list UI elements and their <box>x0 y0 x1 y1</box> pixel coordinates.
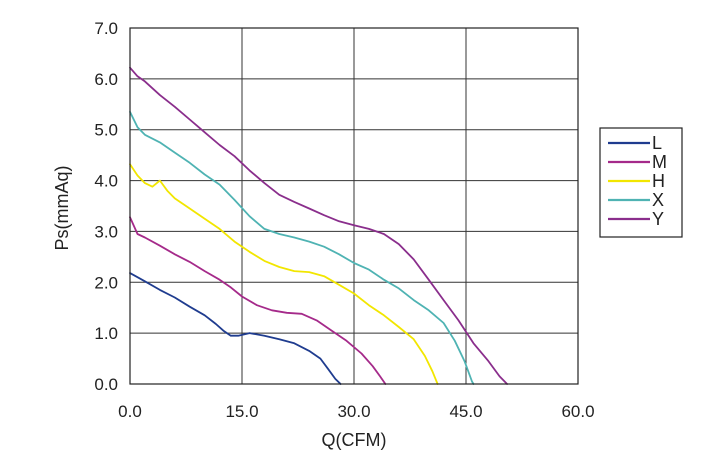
x-tick-label: 30.0 <box>337 402 370 421</box>
series-line-h <box>129 163 439 385</box>
series-lines <box>129 66 508 385</box>
legend-box <box>599 127 683 238</box>
legend-label: M <box>652 152 667 172</box>
legend-label: Y <box>652 209 664 229</box>
y-axis-title: Ps(mmAq) <box>52 166 72 251</box>
series-line-x <box>129 111 475 385</box>
y-tick-label: 6.0 <box>94 70 118 89</box>
y-tick-label: 4.0 <box>94 172 118 191</box>
x-tick-label: 0.0 <box>118 402 142 421</box>
x-tick-label: 15.0 <box>225 402 258 421</box>
legend-label: L <box>652 133 662 153</box>
x-tick-label: 45.0 <box>449 402 482 421</box>
x-tick-labels: 0.0 15.0 30.0 45.0 60.0 <box>118 402 594 421</box>
y-tick-label: 0.0 <box>94 375 118 394</box>
x-tick-label: 60.0 <box>561 402 594 421</box>
legend-label: X <box>652 190 664 210</box>
y-tick-label: 3.0 <box>94 222 118 241</box>
y-tick-label: 5.0 <box>94 121 118 140</box>
y-tick-label: 1.0 <box>94 324 118 343</box>
series-line-y <box>129 66 508 385</box>
legend-label: H <box>652 171 665 191</box>
y-tick-label: 2.0 <box>94 273 118 292</box>
y-tick-label: 7.0 <box>94 19 118 38</box>
x-axis-title: Q(CFM) <box>322 430 387 450</box>
y-tick-labels: 0.0 1.0 2.0 3.0 4.0 5.0 6.0 7.0 <box>94 19 118 394</box>
grid <box>129 27 579 385</box>
series-line-m <box>129 216 387 385</box>
plot-frame <box>129 27 579 385</box>
series-line-l <box>129 272 342 385</box>
